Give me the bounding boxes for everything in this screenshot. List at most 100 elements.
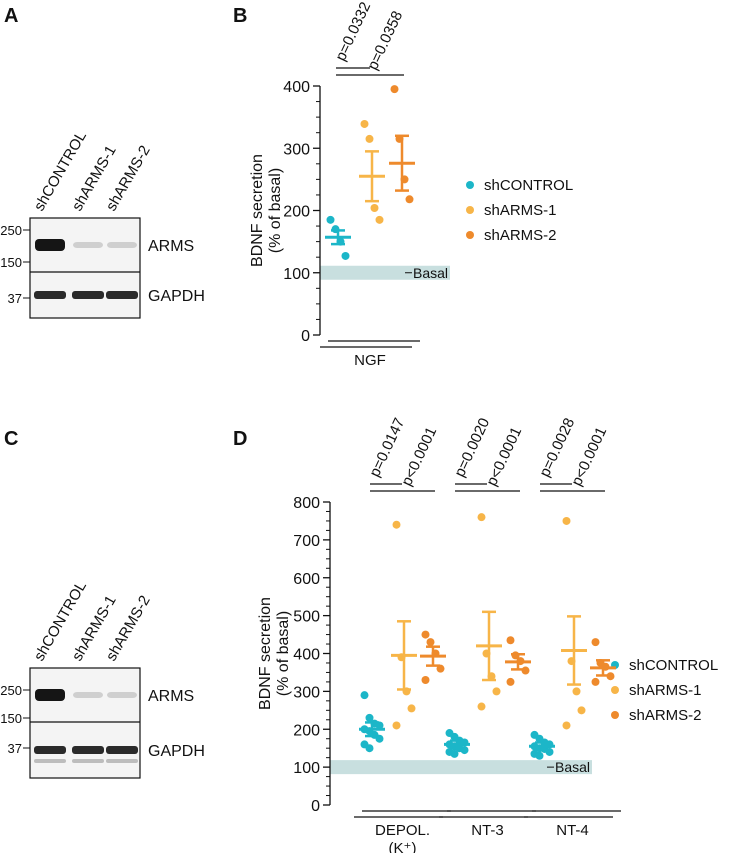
legend-label: shARMS-2 xyxy=(629,707,702,724)
basal-label: Basal xyxy=(555,759,590,775)
data-point xyxy=(392,520,401,529)
p-value: p=0.0020 xyxy=(451,415,493,479)
y-tick-label: 800 xyxy=(293,495,320,512)
data-point xyxy=(365,134,374,143)
legend-marker xyxy=(611,686,619,694)
p-value: p<0.0001 xyxy=(398,424,440,488)
y-tick-label: 0 xyxy=(311,798,320,815)
y-tick-label: 300 xyxy=(293,684,320,701)
y-tick-label: 500 xyxy=(293,609,320,626)
marker-label: 150 xyxy=(0,255,22,270)
data-point xyxy=(535,751,544,760)
category-label: NT-4 xyxy=(556,822,589,839)
p-value: p=0.0147 xyxy=(366,415,408,479)
data-point xyxy=(591,677,600,686)
band xyxy=(35,689,65,701)
band xyxy=(34,759,66,763)
band xyxy=(35,239,65,251)
data-point xyxy=(572,687,581,696)
data-point xyxy=(477,513,486,522)
data-point xyxy=(375,215,384,224)
p-value: p<0.0001 xyxy=(568,424,610,488)
band xyxy=(107,242,137,248)
y-tick-label: 400 xyxy=(293,647,320,664)
data-point xyxy=(365,713,374,722)
y-tick-label: 200 xyxy=(293,722,320,739)
data-point xyxy=(360,691,369,700)
data-point xyxy=(450,749,459,758)
data-point xyxy=(405,195,414,204)
marker-label: 37 xyxy=(8,291,22,306)
data-point xyxy=(562,516,571,525)
band xyxy=(34,746,66,754)
marker-label: 250 xyxy=(0,683,22,698)
legend-marker xyxy=(466,231,474,239)
basal-band xyxy=(330,760,592,775)
y-tick-label: 100 xyxy=(283,266,310,283)
data-point xyxy=(492,687,501,696)
band xyxy=(72,291,104,299)
data-point xyxy=(392,721,401,730)
y-axis-label: BDNF secretion(% of basal) xyxy=(249,154,284,267)
band xyxy=(106,746,138,754)
data-point xyxy=(365,744,374,753)
y-tick-label: 200 xyxy=(283,204,310,221)
basal-label: Basal xyxy=(413,265,448,281)
data-point xyxy=(506,677,515,686)
panel-label: A xyxy=(4,5,18,27)
category-label: NGF xyxy=(354,352,386,369)
data-point xyxy=(506,636,515,645)
blot-frame xyxy=(29,217,141,319)
row-label: GAPDH xyxy=(148,743,205,760)
row-label: ARMS xyxy=(148,238,194,255)
data-point xyxy=(421,676,430,685)
p-value: p=0.0028 xyxy=(536,415,578,479)
data-point xyxy=(591,638,600,647)
data-point xyxy=(341,251,350,260)
marker-label: 150 xyxy=(0,711,22,726)
legend-marker xyxy=(611,711,619,719)
y-tick-label: 0 xyxy=(301,328,310,345)
marker-label: 250 xyxy=(0,223,22,238)
band xyxy=(73,242,103,248)
y-tick-label: 700 xyxy=(293,533,320,550)
row-label: ARMS xyxy=(148,688,194,705)
data-point xyxy=(562,721,571,730)
data-point xyxy=(360,119,369,128)
panel-label: C xyxy=(4,428,18,450)
y-tick-label: 400 xyxy=(283,79,310,96)
legend-marker xyxy=(466,181,474,189)
p-value: p<0.0001 xyxy=(483,424,525,488)
legend-label: shARMS-2 xyxy=(484,227,557,244)
band xyxy=(107,692,137,698)
band xyxy=(72,746,104,754)
y-tick-label: 300 xyxy=(283,141,310,158)
legend-label: shCONTROL xyxy=(484,177,573,194)
category-label: DEPOL. (K⁺) xyxy=(375,822,430,853)
band xyxy=(73,692,103,698)
data-point xyxy=(390,85,399,94)
legend-label: shARMS-1 xyxy=(629,682,702,699)
marker-label: 37 xyxy=(8,741,22,756)
data-point xyxy=(477,702,486,711)
legend-label: shCONTROL xyxy=(629,657,718,674)
data-point xyxy=(326,215,335,224)
y-tick-label: 100 xyxy=(293,760,320,777)
band xyxy=(106,291,138,299)
y-tick-label: 600 xyxy=(293,571,320,588)
category-label: NT-3 xyxy=(471,822,504,839)
band xyxy=(106,759,138,763)
legend-label: shARMS-1 xyxy=(484,202,557,219)
data-point xyxy=(370,204,379,213)
band xyxy=(34,291,66,299)
panel-label: D xyxy=(233,428,247,450)
p-value: p=0.0358 xyxy=(364,8,406,72)
y-axis-label: BDNF secretion(% of basal) xyxy=(257,597,292,710)
data-point xyxy=(407,704,416,713)
data-point xyxy=(577,706,586,715)
row-label: GAPDH xyxy=(148,288,205,305)
basal-band xyxy=(320,265,450,280)
legend-marker xyxy=(466,206,474,214)
band xyxy=(72,759,104,763)
